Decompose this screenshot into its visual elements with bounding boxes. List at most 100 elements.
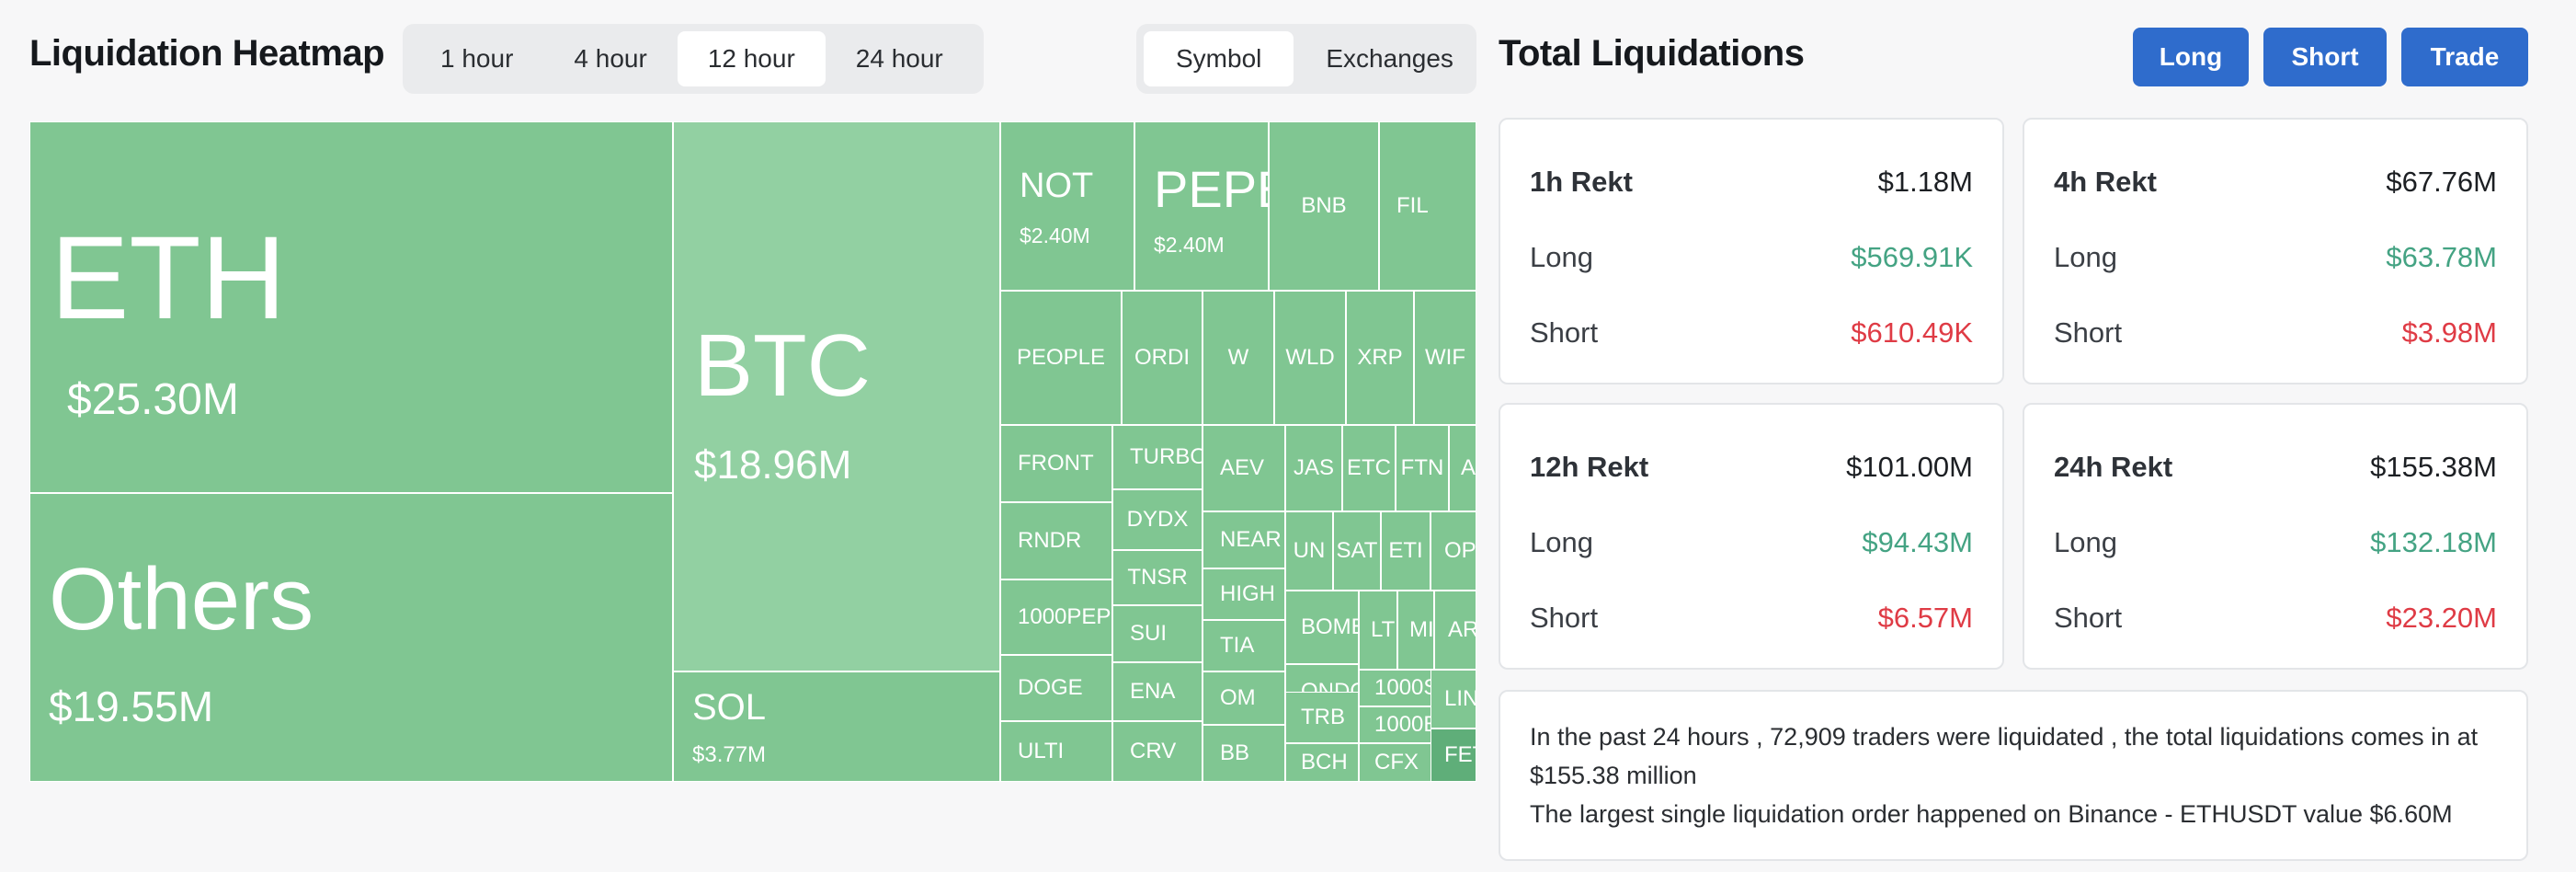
tile-lin[interactable]: LIN: [1430, 670, 1476, 729]
tab-1-hour[interactable]: 1 hour: [440, 44, 514, 73]
tile-ftn[interactable]: FTN: [1396, 425, 1449, 511]
tile-turbo[interactable]: TURBO: [1112, 425, 1203, 489]
summary-line: The largest single liquidation order hap…: [1530, 800, 2453, 828]
tile-symbol: XRP: [1357, 345, 1403, 370]
tile-un[interactable]: UN: [1285, 511, 1333, 591]
tile-symbol: ULTI: [1018, 739, 1065, 763]
total-liquidations-title: Total Liquidations: [1499, 33, 1805, 74]
tile-symbol: OP: [1444, 538, 1476, 563]
tile-symbol: AR: [1448, 617, 1476, 642]
tile-others[interactable]: Others $19.55M: [29, 493, 673, 782]
tile-w[interactable]: W: [1203, 291, 1274, 425]
short-amount: $610.49K: [1851, 316, 1973, 349]
rekt-card-1h: 1h Rekt $1.18M Long $569.91K Short $610.…: [1499, 118, 2004, 384]
tile-symbol: ENA: [1130, 679, 1176, 704]
tile-tia[interactable]: TIA: [1203, 620, 1285, 671]
trade-button[interactable]: Trade: [2401, 28, 2528, 86]
tile-fil[interactable]: FIL: [1379, 121, 1476, 291]
tile-wld[interactable]: WLD: [1274, 291, 1346, 425]
tile-symbol: ETC: [1347, 455, 1391, 480]
tile-pepe[interactable]: PEPE $2.40M: [1134, 121, 1269, 291]
tile-high[interactable]: HIGH: [1203, 568, 1285, 620]
card-label: 12h Rekt: [1530, 451, 1649, 483]
tile-symbol: ETI: [1388, 538, 1423, 563]
tile-symbol: BB: [1220, 740, 1250, 765]
tile-people[interactable]: PEOPLE: [1000, 291, 1122, 425]
tile-bch[interactable]: BCH: [1285, 743, 1359, 782]
tile-eti[interactable]: ETI: [1381, 511, 1430, 591]
tile-op[interactable]: OP: [1430, 511, 1476, 591]
rekt-card-24h: 24h Rekt $155.38M Long $132.18M Short $2…: [2023, 403, 2528, 670]
tile-lt[interactable]: LT: [1359, 591, 1397, 670]
tile-sol[interactable]: SOL $3.77M: [673, 671, 1000, 782]
tile-sui[interactable]: SUI: [1112, 605, 1203, 662]
card-short-row: Short $6.57M: [1530, 600, 1973, 637]
card-header-row: 12h Rekt $101.00M: [1530, 449, 1973, 486]
tile-eth[interactable]: ETH $25.30M: [29, 121, 673, 493]
card-total: $67.76M: [2386, 166, 2497, 198]
card-header-row: 4h Rekt $67.76M: [2054, 164, 2497, 201]
tab-24-hour[interactable]: 24 hour: [855, 44, 943, 73]
tile-symbol: W: [1227, 345, 1249, 370]
tile-symbol: ADA: [1461, 455, 1476, 480]
tile-trb[interactable]: TRB: [1285, 692, 1359, 743]
card-header-row: 24h Rekt $155.38M: [2054, 449, 2497, 486]
long-amount: $132.18M: [2370, 526, 2497, 558]
tile-ada[interactable]: ADA: [1449, 425, 1476, 511]
view-mode-tabs: Symbol Exchanges: [1136, 24, 1476, 94]
tile-symbol: OM: [1220, 685, 1256, 710]
tile-symbol: LIN: [1444, 686, 1476, 711]
tile-rndr[interactable]: RNDR: [1000, 502, 1112, 579]
tile-symbol: SAT: [1336, 538, 1378, 563]
tile-front[interactable]: FRONT: [1000, 425, 1112, 502]
tile-ulti[interactable]: ULTI: [1000, 721, 1112, 782]
tile-dydx[interactable]: DYDX: [1112, 489, 1203, 550]
tile-ordi[interactable]: ORDI: [1122, 291, 1203, 425]
tab-12-hour[interactable]: 12 hour: [677, 31, 826, 86]
card-short-row: Short $23.20M: [2054, 600, 2497, 637]
tile-bb[interactable]: BB: [1203, 725, 1285, 782]
long-button[interactable]: Long: [2133, 28, 2249, 86]
tab-exchanges[interactable]: Exchanges: [1326, 44, 1453, 73]
tile-symbol: PEPE: [1154, 160, 1268, 218]
tile-doge[interactable]: DOGE: [1000, 655, 1112, 721]
tile-jas[interactable]: JAS: [1285, 425, 1342, 511]
liquidation-treemap: ETH $25.30M Others $19.55M BTC $18.96M S…: [29, 121, 1476, 782]
tile-1000pepe[interactable]: 1000PEPE: [1000, 579, 1112, 655]
tile-aev[interactable]: AEV: [1203, 425, 1285, 511]
tile-symbol: HIGH: [1220, 581, 1275, 606]
tile-value: $2.40M: [1020, 224, 1090, 247]
card-label: 1h Rekt: [1530, 166, 1633, 198]
tile-symbol: JAS: [1293, 455, 1334, 480]
tile-ar[interactable]: AR: [1434, 591, 1476, 670]
tile-xrp[interactable]: XRP: [1346, 291, 1414, 425]
short-label: Short: [2054, 316, 2123, 349]
tab-symbol[interactable]: Symbol: [1144, 31, 1294, 86]
tile-bome[interactable]: BOME: [1285, 591, 1359, 664]
tab-4-hour[interactable]: 4 hour: [574, 44, 647, 73]
tile-symbol: RNDR: [1018, 528, 1082, 553]
tile-bnb[interactable]: BNB: [1269, 121, 1379, 291]
tile-wif[interactable]: WIF: [1414, 291, 1476, 425]
tile-etc[interactable]: ETC: [1342, 425, 1396, 511]
tile-symbol: BCH: [1301, 750, 1348, 774]
card-short-row: Short $3.98M: [2054, 315, 2497, 351]
tile-crv[interactable]: CRV: [1112, 721, 1203, 782]
tile-ena[interactable]: ENA: [1112, 662, 1203, 721]
tile-fet[interactable]: FET: [1430, 729, 1476, 782]
card-total: $1.18M: [1877, 166, 1973, 198]
tile-btc[interactable]: BTC $18.96M: [673, 121, 1000, 671]
short-button[interactable]: Short: [2263, 28, 2387, 86]
long-label: Long: [2054, 241, 2117, 273]
tile-near[interactable]: NEAR: [1203, 511, 1285, 568]
tile-tnsr[interactable]: TNSR: [1112, 550, 1203, 605]
tile-symbol: TNSR: [1127, 565, 1188, 590]
tile-sat[interactable]: SAT: [1333, 511, 1381, 591]
tile-om[interactable]: OM: [1203, 671, 1285, 725]
tile-symbol: SOL: [692, 687, 767, 728]
tile-mi[interactable]: MI: [1397, 591, 1434, 670]
tile-not[interactable]: NOT $2.40M: [1000, 121, 1134, 291]
card-long-row: Long $63.78M: [2054, 239, 2497, 276]
tile-symbol: 1000B: [1374, 712, 1439, 737]
tile-symbol: LT: [1371, 617, 1396, 642]
